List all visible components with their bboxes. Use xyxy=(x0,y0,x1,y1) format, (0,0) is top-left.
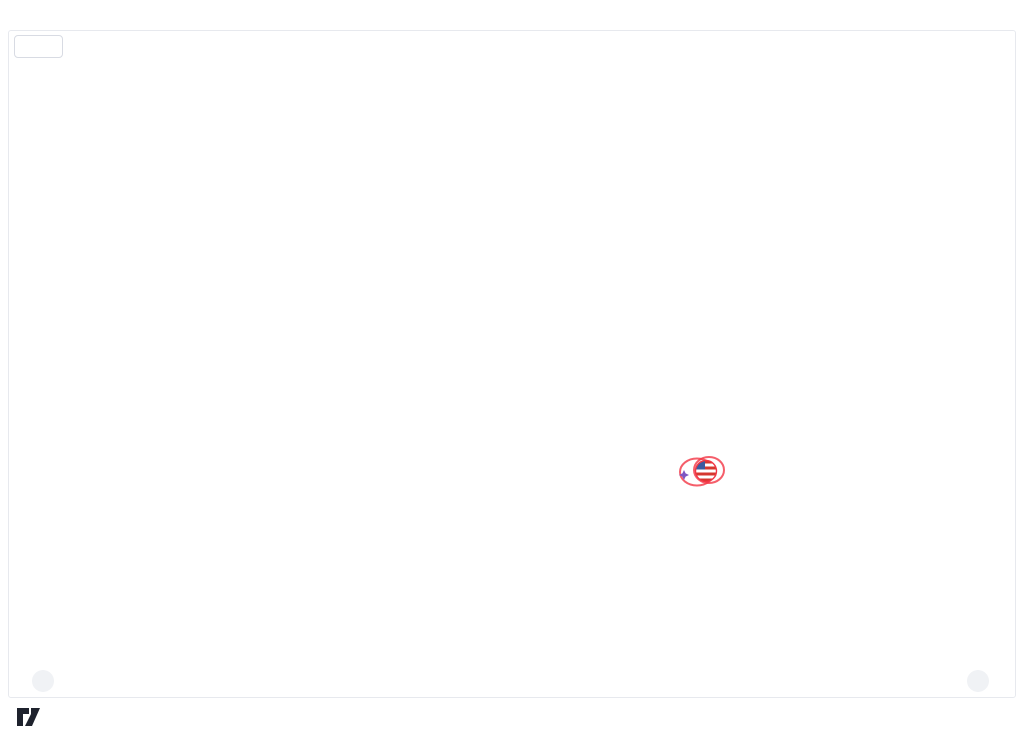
axis-settings-button[interactable] xyxy=(967,670,989,692)
symbol-price-tag xyxy=(77,0,89,8)
us-flag-icon xyxy=(695,460,717,482)
sparkle-icon xyxy=(679,470,689,480)
footer xyxy=(16,706,48,729)
timezone-button[interactable] xyxy=(32,670,54,692)
currency-toggle-button[interactable] xyxy=(14,35,63,58)
flag-stamp-icon[interactable] xyxy=(679,456,725,487)
tradingview-logo-icon[interactable] xyxy=(16,706,41,729)
